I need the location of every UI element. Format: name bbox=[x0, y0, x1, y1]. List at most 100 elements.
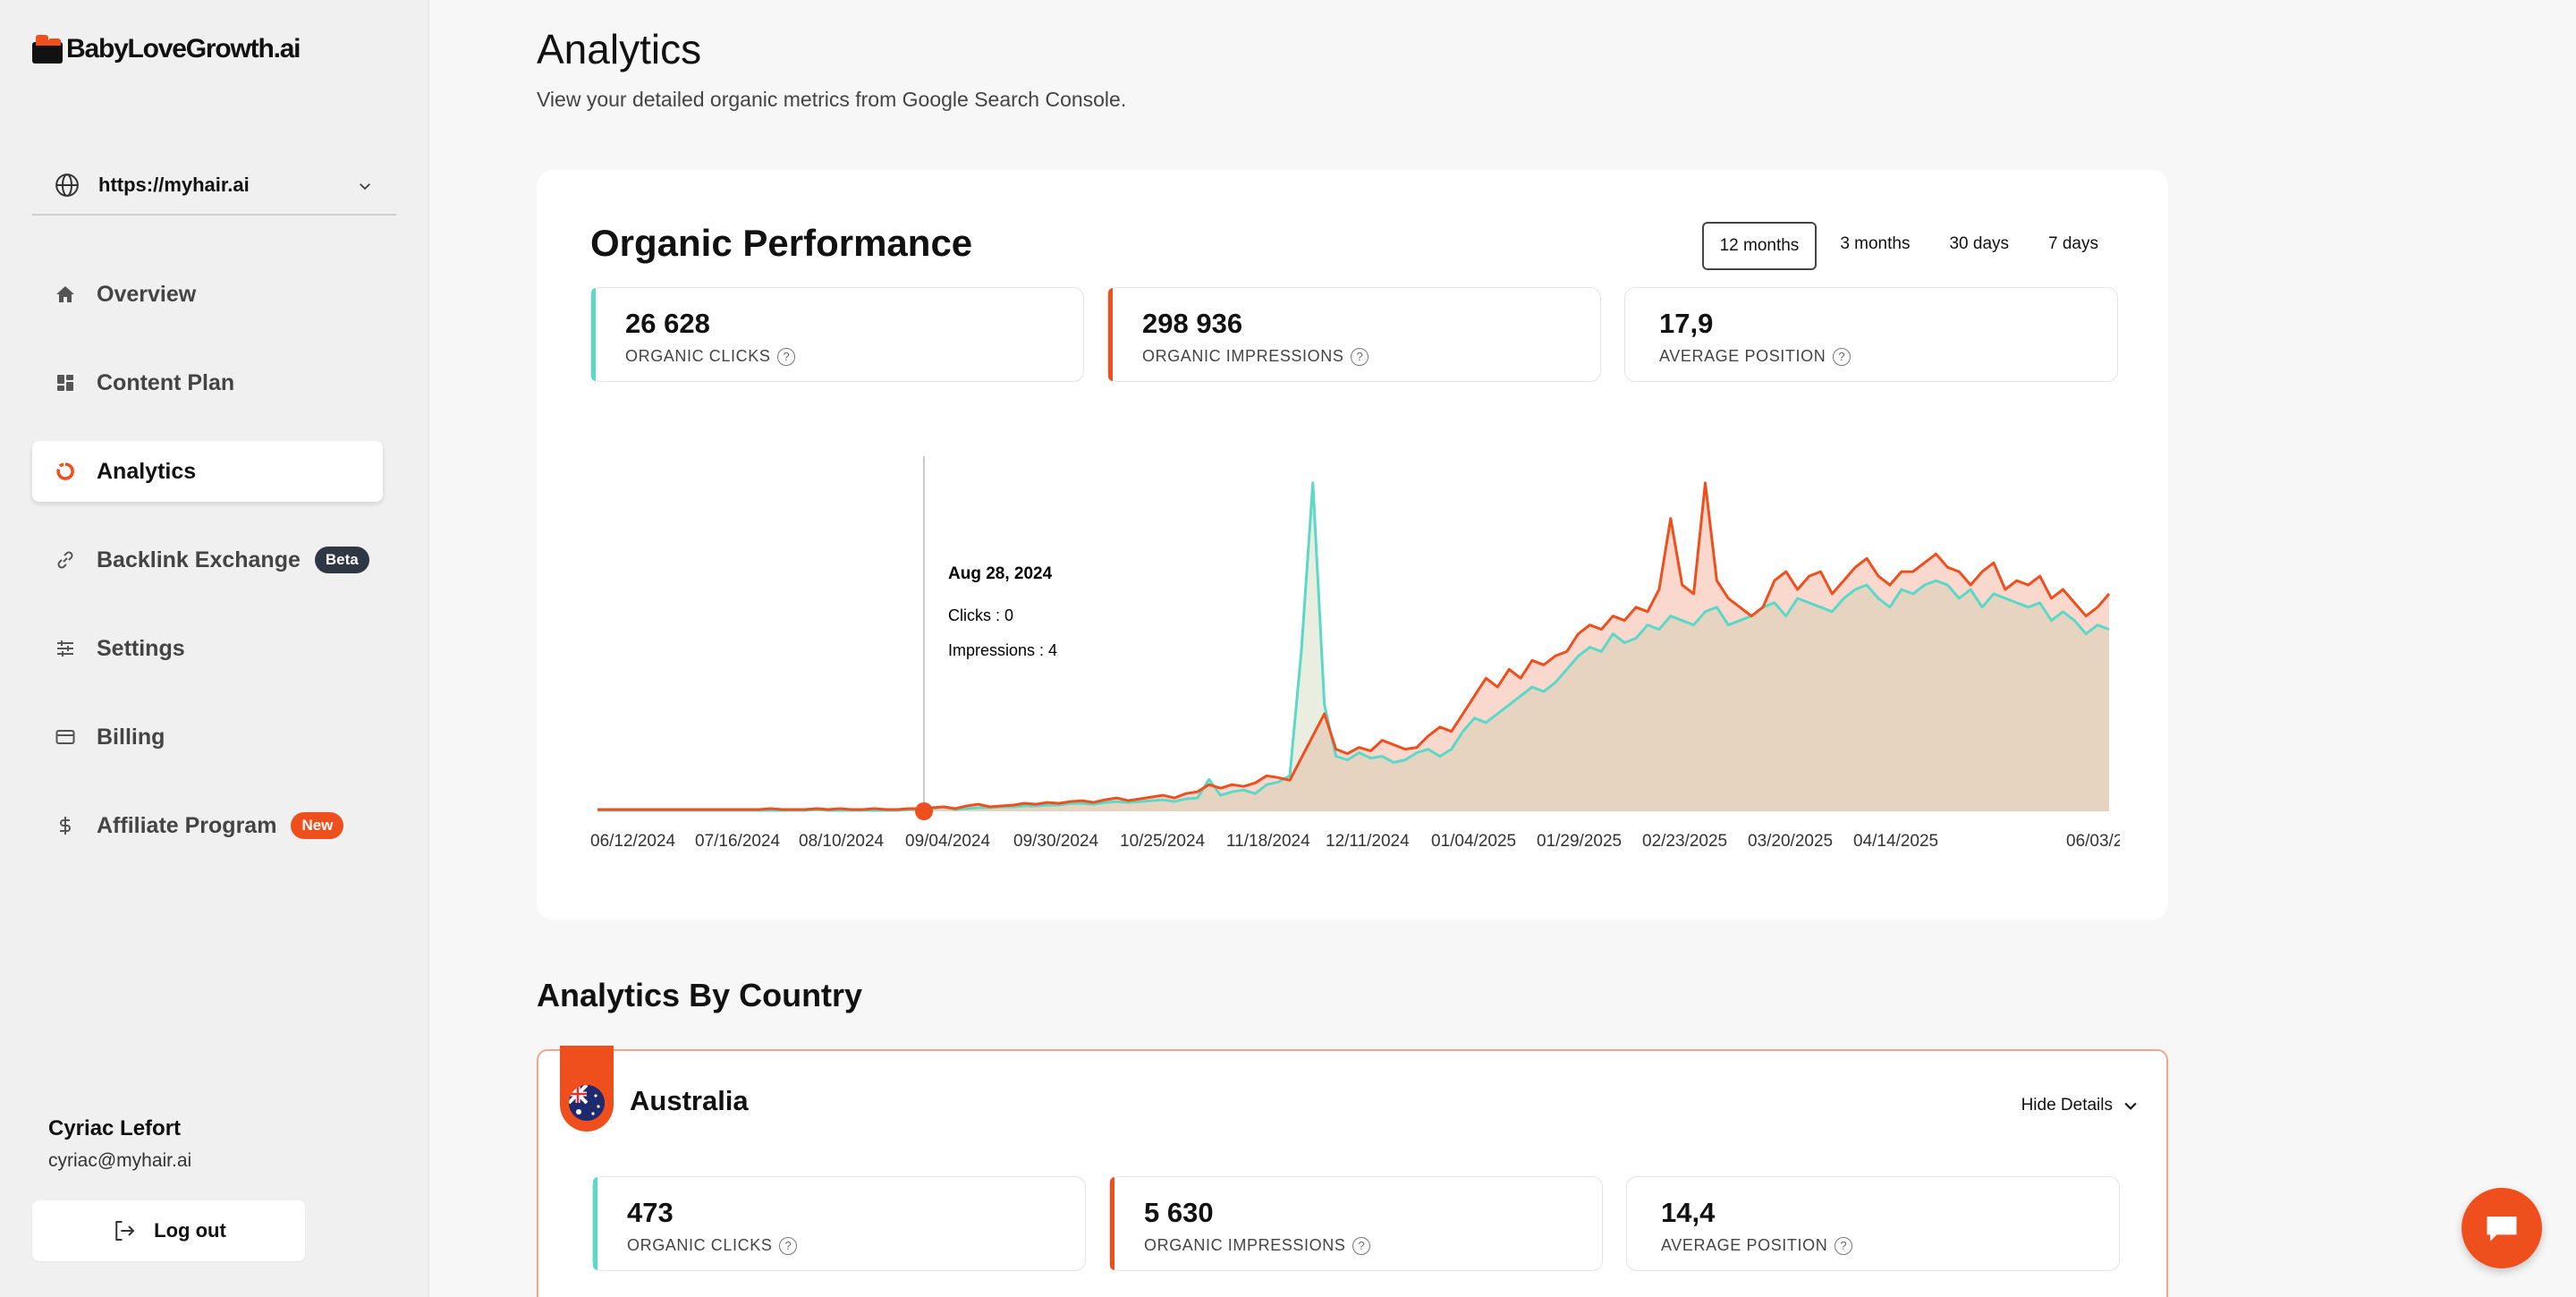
series-line-impressions bbox=[597, 481, 2111, 811]
sidebar-item-label: Overview bbox=[97, 281, 197, 307]
tooltip-date: Aug 28, 2024 bbox=[948, 564, 1053, 583]
metric-label: ORGANIC IMPRESSIONS? bbox=[1144, 1236, 1602, 1255]
metric-organic-clicks: 473 ORGANIC CLICKS? bbox=[592, 1176, 1086, 1271]
series-area-impressions bbox=[597, 482, 2109, 811]
help-icon[interactable]: ? bbox=[1352, 1236, 1371, 1255]
series-area-clicks bbox=[597, 482, 2109, 811]
metric-value: 14,4 bbox=[1661, 1197, 1716, 1228]
chat-support-button[interactable] bbox=[2462, 1188, 2542, 1268]
performance-chart[interactable]: 06/12/2024 07/16/2024 08/10/2024 09/04/2024… bbox=[590, 456, 2120, 877]
metric-accent bbox=[591, 288, 596, 381]
metric-value: 26 628 bbox=[625, 308, 710, 339]
page-title: Analytics bbox=[537, 26, 702, 72]
hide-details-button[interactable]: Hide Details bbox=[2021, 1096, 2140, 1115]
metric-label-text: AVERAGE POSITION bbox=[1661, 1236, 1828, 1254]
logout-label: Log out bbox=[154, 1219, 226, 1242]
logout-icon bbox=[115, 1221, 135, 1241]
new-badge: New bbox=[291, 812, 344, 839]
x-tick-label: 04/14/2025 bbox=[1853, 832, 1938, 851]
tooltip-impressions: Impressions : 4 bbox=[948, 641, 1057, 659]
x-tick-label: 10/25/2024 bbox=[1120, 832, 1206, 851]
sidebar: BabyLoveGrowth.ai https://myhair.ai Over… bbox=[0, 0, 429, 1297]
sidebar-item-label: Settings bbox=[97, 635, 185, 661]
metric-value: 5 630 bbox=[1144, 1197, 1214, 1228]
x-tick-label: 02/23/2025 bbox=[1642, 832, 1727, 851]
x-tick-label: 08/10/2024 bbox=[799, 832, 885, 851]
metric-label-text: ORGANIC IMPRESSIONS bbox=[1142, 347, 1344, 365]
x-tick-label: 07/16/2024 bbox=[695, 832, 781, 851]
sidebar-item-label: Content Plan bbox=[97, 369, 235, 395]
sliders-icon bbox=[54, 637, 77, 660]
sidebar-item-label: Billing bbox=[97, 724, 165, 750]
sidebar-item-backlink-exchange[interactable]: Backlink Exchange Beta bbox=[32, 530, 383, 590]
metric-label-text: ORGANIC IMPRESSIONS bbox=[1144, 1236, 1346, 1254]
x-tick-label: 09/04/2024 bbox=[905, 832, 991, 851]
sidebar-item-settings[interactable]: Settings bbox=[32, 618, 383, 679]
period-3-months[interactable]: 3 months bbox=[1840, 234, 1911, 253]
hover-point bbox=[915, 802, 933, 820]
metric-accent bbox=[1108, 288, 1113, 381]
x-tick-label: 11/18/2024 bbox=[1226, 832, 1310, 851]
metric-accent bbox=[593, 1177, 597, 1270]
period-30-days[interactable]: 30 days bbox=[1949, 234, 2010, 253]
period-selector: 12 months 3 months 30 days 7 days bbox=[1701, 222, 2114, 270]
beta-badge: Beta bbox=[314, 547, 369, 573]
metric-label: AVERAGE POSITION? bbox=[1661, 1236, 2119, 1255]
sidebar-item-content-plan[interactable]: Content Plan bbox=[32, 352, 383, 413]
help-icon[interactable]: ? bbox=[1351, 347, 1369, 366]
brand-logo[interactable]: BabyLoveGrowth.ai bbox=[32, 34, 301, 64]
analytics-by-country-title: Analytics By Country bbox=[537, 977, 863, 1013]
period-12-months[interactable]: 12 months bbox=[1701, 222, 1818, 270]
country-metric-cards: 473 ORGANIC CLICKS? 5 630 ORGANIC IMPRES… bbox=[592, 1176, 2120, 1271]
hide-details-label: Hide Details bbox=[2021, 1096, 2113, 1115]
help-icon[interactable]: ? bbox=[779, 1236, 798, 1255]
organic-performance-card: Organic Performance 12 months 3 months 3… bbox=[537, 170, 2168, 920]
link-icon bbox=[54, 548, 77, 572]
x-tick-label: 01/29/2025 bbox=[1537, 832, 1622, 851]
metric-value: 473 bbox=[627, 1197, 674, 1228]
user-email: cyriac@myhair.ai bbox=[48, 1150, 192, 1171]
metric-organic-clicks: 26 628 ORGANIC CLICKS? bbox=[590, 287, 1084, 382]
grid-icon bbox=[54, 371, 77, 394]
metric-label-text: ORGANIC CLICKS bbox=[627, 1236, 773, 1254]
metric-label: ORGANIC CLICKS? bbox=[627, 1236, 1085, 1255]
tooltip-clicks: Clicks : 0 bbox=[948, 606, 1013, 624]
help-icon[interactable]: ? bbox=[1835, 1236, 1853, 1255]
metric-organic-impressions: 5 630 ORGANIC IMPRESSIONS? bbox=[1109, 1176, 1603, 1271]
x-tick-label: 06/03/2025 bbox=[2066, 832, 2120, 851]
x-tick-label: 06/12/2024 bbox=[590, 832, 676, 851]
x-tick-label: 03/20/2025 bbox=[1748, 832, 1833, 851]
sidebar-nav: Overview Content Plan Analytics Backlink… bbox=[32, 264, 383, 884]
metric-cards: 26 628 ORGANIC CLICKS? 298 936 ORGANIC I… bbox=[590, 287, 2118, 382]
sidebar-item-label: Analytics bbox=[97, 458, 197, 484]
sidebar-item-label: Affiliate Program bbox=[97, 812, 277, 838]
sidebar-item-overview[interactable]: Overview bbox=[32, 264, 383, 325]
metric-average-position: 17,9 AVERAGE POSITION? bbox=[1624, 287, 2118, 382]
logout-button[interactable]: Log out bbox=[32, 1200, 305, 1261]
site-url: https://myhair.ai bbox=[98, 174, 250, 196]
x-tick-label: 01/04/2025 bbox=[1431, 832, 1516, 851]
help-icon[interactable]: ? bbox=[777, 347, 796, 366]
metric-organic-impressions: 298 936 ORGANIC IMPRESSIONS? bbox=[1107, 287, 1601, 382]
chevron-down-icon bbox=[2124, 1102, 2137, 1110]
metric-label: ORGANIC CLICKS? bbox=[625, 347, 1083, 366]
metric-value: 298 936 bbox=[1142, 308, 1243, 339]
main-content: Analytics View your detailed organic met… bbox=[429, 0, 2576, 1297]
country-flag-tab bbox=[560, 1046, 614, 1132]
sidebar-item-analytics[interactable]: Analytics bbox=[32, 441, 383, 502]
analytics-ring-icon bbox=[54, 460, 77, 483]
sidebar-item-affiliate-program[interactable]: Affiliate Program New bbox=[32, 795, 383, 856]
home-icon bbox=[54, 283, 77, 306]
period-7-days[interactable]: 7 days bbox=[2048, 234, 2098, 253]
australia-flag-icon bbox=[569, 1085, 605, 1121]
metric-label: ORGANIC IMPRESSIONS? bbox=[1142, 347, 1600, 366]
metric-value: 17,9 bbox=[1659, 308, 1714, 339]
chevron-down-icon bbox=[360, 183, 370, 191]
sidebar-item-billing[interactable]: Billing bbox=[32, 707, 383, 767]
metric-accent bbox=[1110, 1177, 1114, 1270]
help-icon[interactable]: ? bbox=[1833, 347, 1852, 366]
site-selector[interactable]: https://myhair.ai bbox=[32, 157, 396, 216]
logo-icon bbox=[32, 35, 63, 64]
x-tick-label: 09/30/2024 bbox=[1013, 832, 1099, 851]
user-name: Cyriac Lefort bbox=[48, 1116, 182, 1140]
